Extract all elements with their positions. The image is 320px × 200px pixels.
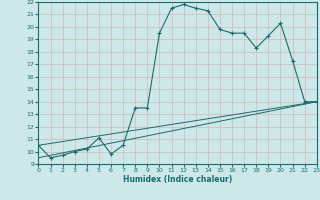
- X-axis label: Humidex (Indice chaleur): Humidex (Indice chaleur): [123, 175, 232, 184]
